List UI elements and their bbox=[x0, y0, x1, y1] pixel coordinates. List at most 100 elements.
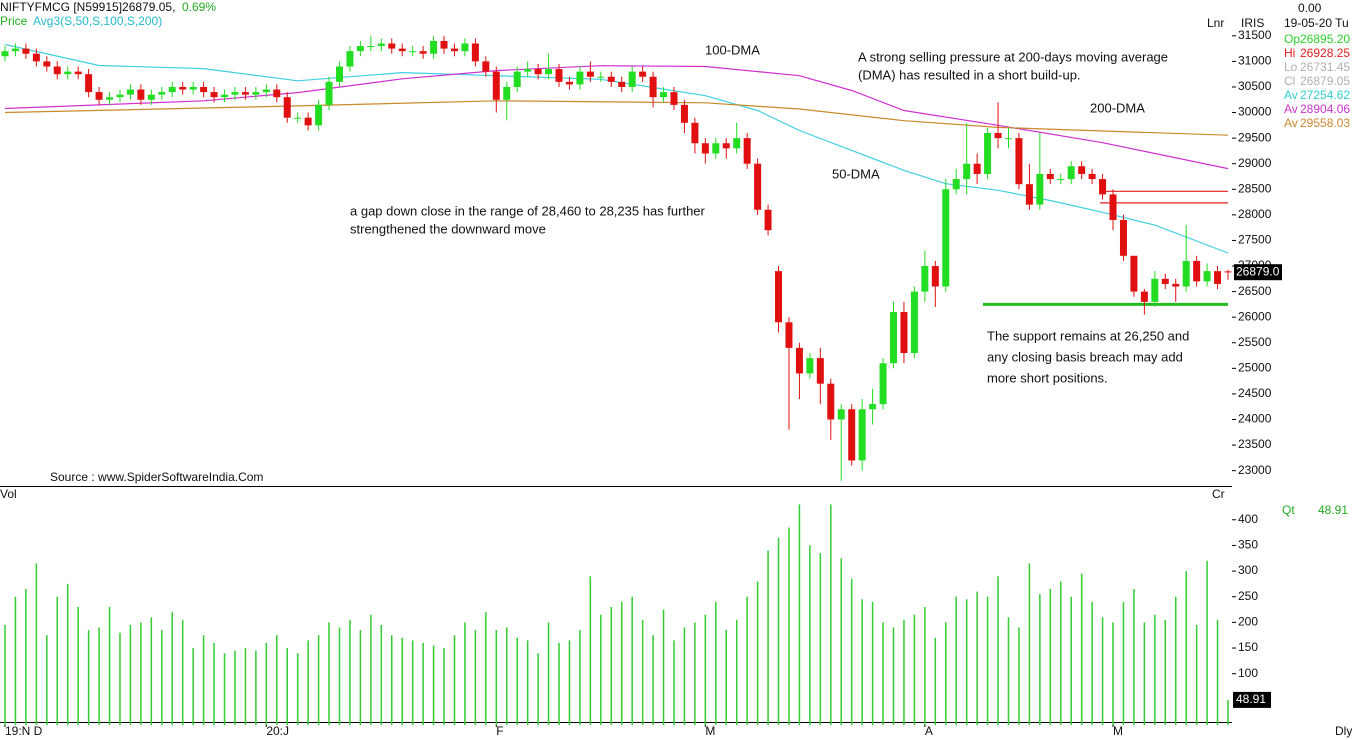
candle-body bbox=[1025, 184, 1033, 205]
candle-body bbox=[628, 71, 636, 87]
candle-body bbox=[1067, 166, 1075, 180]
candle-body bbox=[74, 71, 82, 75]
candle-body bbox=[1099, 179, 1107, 195]
annotation: A strong selling pressure at 200-days mo… bbox=[858, 49, 1168, 64]
y-tick-label: 100 bbox=[1238, 666, 1258, 680]
candle-body bbox=[43, 61, 51, 67]
candle-body bbox=[942, 189, 950, 287]
candle-body bbox=[900, 312, 908, 353]
candle-body bbox=[722, 143, 730, 149]
candle-body bbox=[795, 347, 803, 374]
series-label: 50-DMA bbox=[832, 166, 880, 181]
y-tick-label: 31000 bbox=[1238, 54, 1272, 68]
candle-body bbox=[973, 163, 981, 174]
candle-body bbox=[126, 89, 134, 95]
candle-body bbox=[1119, 219, 1127, 256]
candle-body bbox=[377, 43, 385, 47]
candle-body bbox=[283, 97, 291, 118]
candle-body bbox=[931, 266, 939, 287]
y-tick-label: 30500 bbox=[1238, 79, 1272, 93]
y-tick-label: 29500 bbox=[1238, 130, 1272, 144]
candle-body bbox=[1057, 179, 1065, 181]
candle-body bbox=[618, 81, 626, 87]
candle-body bbox=[649, 76, 657, 98]
annotation: (DMA) has resulted in a short build-up. bbox=[858, 67, 1081, 82]
info-value: 26879.05 bbox=[1300, 74, 1350, 88]
info-label: Hi bbox=[1284, 46, 1295, 60]
moving-average bbox=[4, 43, 1229, 254]
candle-body bbox=[346, 51, 354, 67]
volume-label: Vol bbox=[0, 487, 17, 501]
y-tick-label: 400 bbox=[1238, 512, 1258, 526]
info-value: 26895.20 bbox=[1300, 32, 1350, 46]
candle-body bbox=[450, 48, 458, 52]
candle-body bbox=[1140, 291, 1148, 302]
info-label: Cl bbox=[1284, 74, 1295, 88]
candle-body bbox=[785, 322, 793, 348]
candle-body bbox=[607, 76, 615, 82]
candle-body bbox=[743, 138, 751, 164]
candle-body bbox=[910, 291, 918, 353]
candle-body bbox=[555, 69, 563, 82]
info-value: 28904.06 bbox=[1300, 102, 1350, 116]
candle-body bbox=[639, 71, 647, 77]
y-tick-label: 24000 bbox=[1238, 412, 1272, 426]
candle-body bbox=[294, 117, 302, 119]
info-label: Av bbox=[1284, 102, 1298, 116]
candle-body bbox=[576, 71, 584, 85]
info-top: 0.00 bbox=[1298, 1, 1322, 15]
candle-body bbox=[733, 138, 741, 149]
series-label: 200-DMA bbox=[1090, 100, 1145, 115]
candle-body bbox=[147, 94, 155, 100]
x-tick-label: M bbox=[705, 724, 715, 738]
candle-body bbox=[461, 43, 469, 52]
candle-body bbox=[189, 86, 197, 90]
candle-body bbox=[179, 86, 187, 90]
candle-body bbox=[335, 66, 343, 82]
candle-body bbox=[1172, 283, 1180, 287]
date: 19-05-20 Tu bbox=[1284, 16, 1349, 30]
candle-body bbox=[262, 89, 270, 93]
candle-body bbox=[64, 71, 72, 75]
candle-body bbox=[1, 51, 9, 57]
candle-body bbox=[869, 404, 877, 410]
candle-body bbox=[388, 43, 396, 49]
candle-body bbox=[1004, 138, 1012, 140]
candle-body bbox=[921, 266, 929, 292]
y-tick-label: 24500 bbox=[1238, 386, 1272, 400]
candle-body bbox=[534, 69, 542, 75]
x-tick-label: A bbox=[925, 724, 933, 738]
y-tick-label: 26500 bbox=[1238, 284, 1272, 298]
candle-body bbox=[252, 92, 260, 95]
candle-body bbox=[315, 104, 323, 126]
candle-body bbox=[367, 46, 375, 48]
candle-body bbox=[680, 104, 688, 123]
volume-tag-bg bbox=[1233, 691, 1271, 708]
y-tick-label: 350 bbox=[1238, 538, 1258, 552]
candle-body bbox=[565, 81, 573, 85]
moving-average bbox=[4, 100, 1229, 136]
candle-body bbox=[409, 51, 417, 53]
candle-body bbox=[545, 69, 553, 75]
candle-body bbox=[221, 94, 229, 98]
y-tick-label: 23000 bbox=[1238, 463, 1272, 477]
candle-body bbox=[22, 48, 30, 54]
candle-body bbox=[503, 86, 511, 100]
candle-body bbox=[1151, 278, 1159, 302]
info-label: Op bbox=[1284, 32, 1300, 46]
annotation: more short positions. bbox=[987, 370, 1108, 385]
y-tick-label: 30000 bbox=[1238, 105, 1272, 119]
info-value: 29558.03 bbox=[1300, 116, 1350, 130]
annotation: any closing basis breach may add bbox=[987, 349, 1183, 364]
candle-body bbox=[1193, 260, 1201, 282]
candle-body bbox=[1203, 271, 1211, 282]
y-tick-label: 23500 bbox=[1238, 437, 1272, 451]
candle-body bbox=[660, 92, 668, 98]
candle-body bbox=[586, 71, 594, 77]
candle-body bbox=[890, 312, 898, 364]
annotation: strengthened the downward move bbox=[350, 221, 546, 236]
candle-body bbox=[200, 86, 208, 93]
candle-body bbox=[1088, 173, 1096, 180]
candle-body bbox=[806, 358, 814, 374]
info-label: Av bbox=[1284, 116, 1298, 130]
